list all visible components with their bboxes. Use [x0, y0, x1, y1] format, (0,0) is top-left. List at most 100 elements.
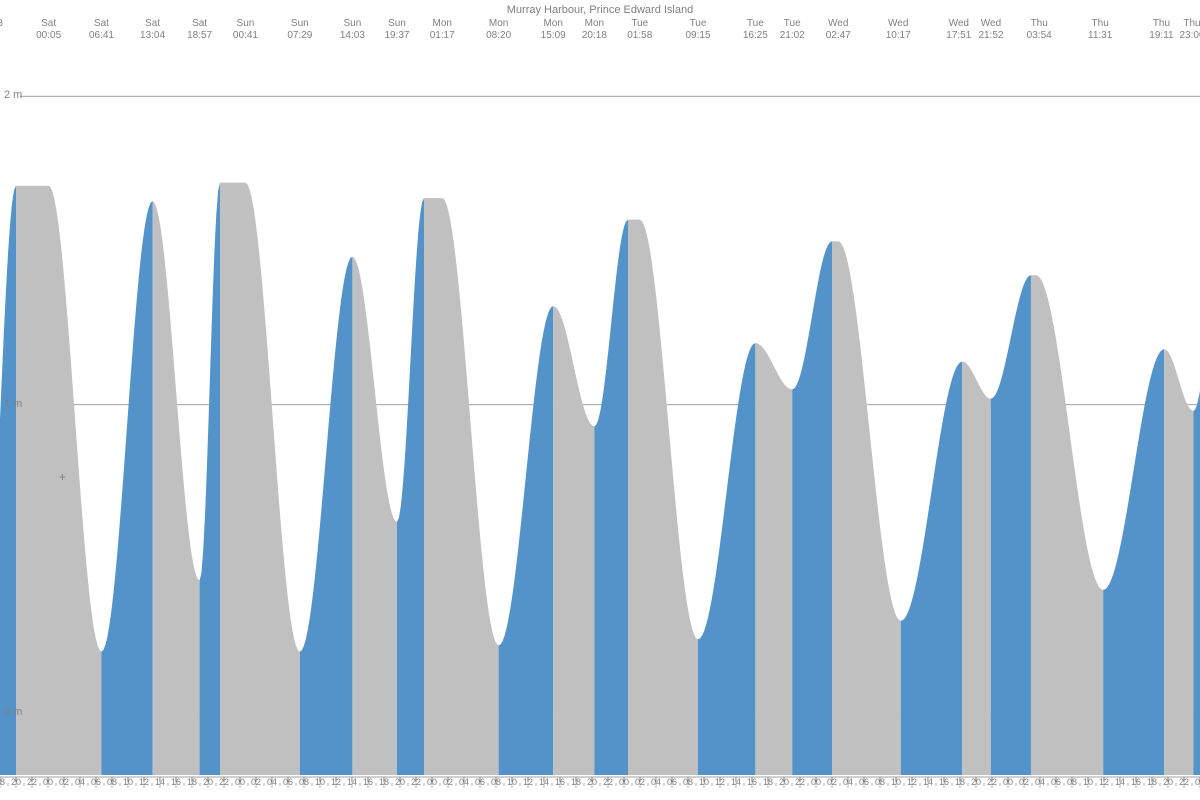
hour-tick-label: 12	[139, 777, 149, 787]
hour-tick-label: 12	[1099, 777, 1109, 787]
tide-time-label: Wed02:47	[826, 18, 851, 42]
hour-tick-label: 16	[171, 777, 181, 787]
tide-time-label: Mon20:18	[582, 18, 607, 42]
hour-tick-label: 18	[0, 777, 5, 787]
hour-tick-label: 06	[283, 777, 293, 787]
hour-tick-label: 18	[763, 777, 773, 787]
hour-tick-label: 20	[779, 777, 789, 787]
hour-tick-label: 22	[1179, 777, 1189, 787]
hour-tick-label: 02	[251, 777, 261, 787]
hour-tick-label: 12	[907, 777, 917, 787]
hour-tick-label: 06	[475, 777, 485, 787]
hour-tick-label: 16	[363, 777, 373, 787]
hour-tick-label: 00	[43, 777, 53, 787]
tide-time-label: Sat18:57	[187, 18, 212, 42]
hour-tick-label: 22	[603, 777, 613, 787]
hour-tick-label: 18	[379, 777, 389, 787]
hour-tick-label: 22	[219, 777, 229, 787]
hour-tick-label: 00	[811, 777, 821, 787]
hour-tick-label: 20	[971, 777, 981, 787]
hour-tick-label: 00	[235, 777, 245, 787]
hour-tick-label: 06	[859, 777, 869, 787]
hour-tick-label: 06	[667, 777, 677, 787]
hour-tick-label: 14	[539, 777, 549, 787]
hour-tick-label: 02	[827, 777, 837, 787]
hour-tick-label: 14	[923, 777, 933, 787]
tide-time-label: Sat06:41	[89, 18, 114, 42]
hour-tick-label: 20	[395, 777, 405, 787]
hour-tick-label: 04	[459, 777, 469, 787]
tide-time-label: Sat13:04	[140, 18, 165, 42]
hour-tick-label: 10	[699, 777, 709, 787]
hour-tick-label: 20	[1163, 777, 1173, 787]
hour-tick-label: 10	[315, 777, 325, 787]
hour-tick-label: 00	[619, 777, 629, 787]
y-axis-label: 0 m	[4, 706, 22, 718]
tide-time-label: Wed10:17	[886, 18, 911, 42]
y-axis-label: 1 m	[4, 398, 22, 410]
tide-time-label: Mon01:17	[430, 18, 455, 42]
tide-time-label: Sun14:03	[340, 18, 365, 42]
hour-tick-label: 04	[843, 777, 853, 787]
hour-tick-label: 02	[59, 777, 69, 787]
tide-time-label: Sat00:05	[36, 18, 61, 42]
hour-tick-label: 16	[939, 777, 949, 787]
hour-tick-label: 12	[715, 777, 725, 787]
hour-tick-label: 22	[795, 777, 805, 787]
tide-time-label: Tue21:02	[780, 18, 805, 42]
hour-tick-label: 04	[651, 777, 661, 787]
hour-tick-label: 02	[635, 777, 645, 787]
hour-tick-label: 18	[571, 777, 581, 787]
hour-tick-label: 22	[987, 777, 997, 787]
hour-tick-label: 10	[891, 777, 901, 787]
hour-tick-label: 18	[1147, 777, 1157, 787]
hour-tick-label: 14	[347, 777, 357, 787]
hour-tick-label: 10	[123, 777, 133, 787]
hour-tick-label: 04	[1035, 777, 1045, 787]
tide-time-label: Mon15:09	[541, 18, 566, 42]
hour-tick-label: 14	[155, 777, 165, 787]
tide-time-label: 8	[0, 18, 3, 30]
hour-tick-label: 08	[1067, 777, 1077, 787]
hour-tick-label: 16	[747, 777, 757, 787]
tide-time-label: Tue09:15	[685, 18, 710, 42]
tide-time-label: Sun00:41	[233, 18, 258, 42]
tide-time-label: Sun19:37	[384, 18, 409, 42]
hour-tick-label: 14	[1115, 777, 1125, 787]
hour-tick-label: 16	[555, 777, 565, 787]
hour-tick-label: 18	[955, 777, 965, 787]
tide-time-label: Wed17:51	[946, 18, 971, 42]
tide-time-label: Thu23:00	[1179, 18, 1200, 42]
tide-time-label: Tue16:25	[743, 18, 768, 42]
hour-tick-label: 10	[507, 777, 517, 787]
hour-tick-label: 22	[411, 777, 421, 787]
y-axis-label: 2 m	[4, 89, 22, 101]
hour-tick-label: 02	[443, 777, 453, 787]
hour-tick-label: 20	[203, 777, 213, 787]
hour-tick-label: 16	[1131, 777, 1141, 787]
tide-time-label: Mon08:20	[486, 18, 511, 42]
hour-tick-label: 04	[267, 777, 277, 787]
hour-tick-label: 00	[427, 777, 437, 787]
hour-tick-label: 06	[91, 777, 101, 787]
hour-tick-label: 04	[75, 777, 85, 787]
tide-time-label: Thu11:31	[1088, 18, 1112, 42]
cross-marker: +	[59, 470, 66, 484]
tide-time-label: Sun07:29	[287, 18, 312, 42]
top-time-labels: 8 Sat00:05 Sat06:41 Sat13:04 Sat18:57 Sun00:4…	[0, 18, 1200, 48]
tide-chart	[0, 0, 1200, 800]
hour-tick-label: 02	[1019, 777, 1029, 787]
tide-time-label: Thu19:11	[1149, 18, 1173, 42]
hour-tick-label: 20	[587, 777, 597, 787]
hour-tick-label: 00	[1003, 777, 1013, 787]
hour-tick-label: 20	[11, 777, 21, 787]
tide-time-label: Thu03:54	[1027, 18, 1052, 42]
chart-title: Murray Harbour, Prince Edward Island	[0, 4, 1200, 16]
hour-tick-label: 08	[107, 777, 117, 787]
hour-tick-label: 08	[491, 777, 501, 787]
hour-tick-label: 00	[1195, 777, 1200, 787]
hour-tick-label: 22	[27, 777, 37, 787]
hour-tick-label: 12	[331, 777, 341, 787]
hour-tick-label: 06	[1051, 777, 1061, 787]
bottom-hour-labels: 18 20 22 00 02 04 06 08 10 12 14 16 18 20 22 00 02 04 06 08…	[0, 777, 1200, 789]
